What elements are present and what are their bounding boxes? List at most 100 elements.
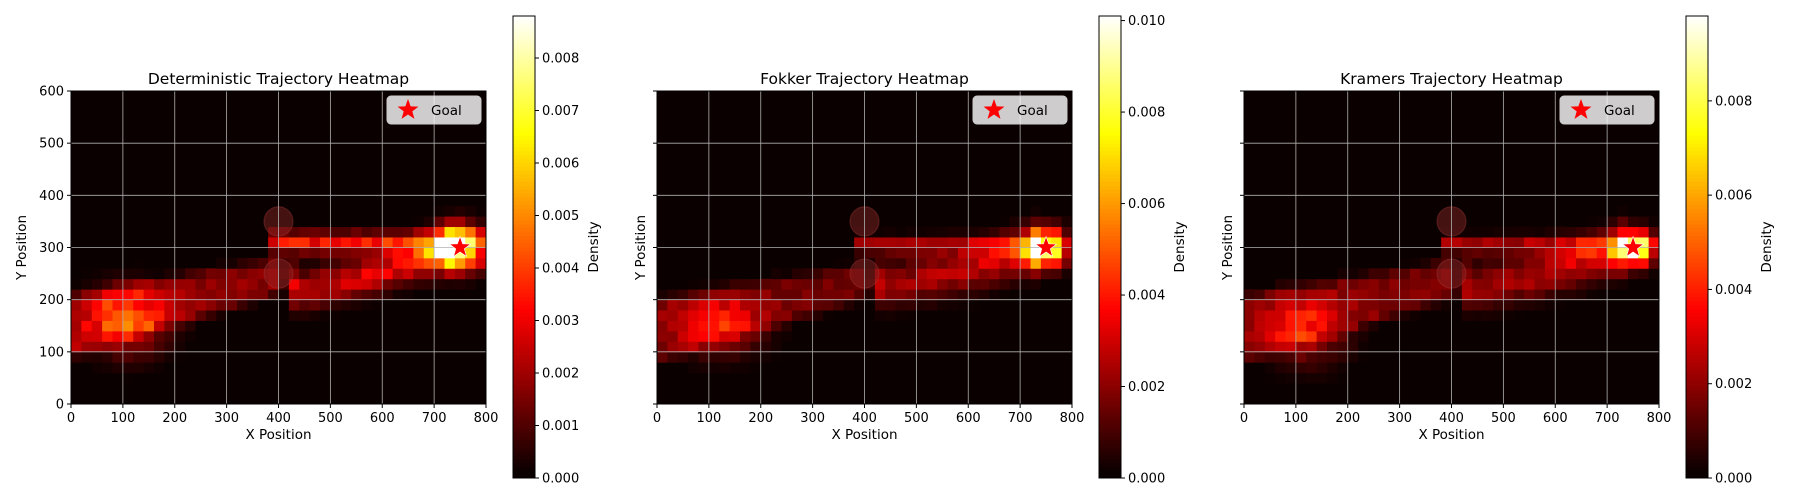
heatmap-cell — [237, 289, 248, 301]
colorbar-segment — [1686, 454, 1708, 460]
colorbar-segment — [1686, 273, 1708, 279]
heatmap-cell — [667, 320, 679, 332]
heatmap-cell — [268, 278, 279, 290]
heatmap-cell — [1030, 268, 1042, 280]
heatmap-cell — [216, 268, 228, 280]
colorbar-segment — [513, 304, 535, 310]
colorbar-segment — [1099, 62, 1121, 67]
heatmap-cell — [1461, 320, 1473, 332]
heatmap-cell — [864, 289, 876, 301]
colorbar-tick-label: 0.008 — [1128, 106, 1165, 121]
heatmap-cell — [1275, 320, 1286, 332]
heatmap-cell — [330, 299, 342, 311]
colorbar-segment — [1686, 108, 1708, 113]
heatmap-cell — [340, 299, 352, 311]
heatmap-cell — [708, 362, 720, 374]
heatmap-cell — [195, 278, 207, 290]
heatmap-cell — [382, 268, 394, 280]
heatmap-cell — [122, 372, 134, 384]
heatmap-cell — [1472, 289, 1484, 301]
y-tick-label: 400 — [39, 189, 64, 204]
heatmap-cell — [750, 299, 762, 311]
heatmap-cell — [434, 216, 445, 228]
heatmap-cell — [1503, 257, 1515, 269]
colorbar-segment — [1099, 39, 1121, 44]
heatmap-cell — [771, 310, 782, 321]
heatmap-cell — [299, 226, 311, 238]
heatmap-cell — [320, 216, 331, 228]
heatmap-cell — [1627, 278, 1639, 290]
colorbar-segment — [513, 331, 535, 337]
heatmap-cell — [916, 289, 928, 301]
heatmap-cell — [1482, 226, 1494, 238]
heatmap-cell — [657, 278, 668, 290]
heatmap-cell — [1020, 216, 1031, 228]
colorbar-segment — [513, 431, 535, 437]
heatmap-cell — [1337, 383, 1349, 394]
heatmap-cell — [1358, 341, 1369, 353]
heatmap-cell — [1285, 299, 1297, 311]
heatmap-cell — [978, 226, 990, 238]
colorbar-segment — [1686, 27, 1708, 32]
colorbar-tick-label: 0.008 — [1715, 94, 1752, 109]
heatmap-cell — [1389, 310, 1401, 321]
heatmap-cell — [1295, 310, 1307, 321]
heatmap-cell — [999, 216, 1011, 228]
heatmap-cell — [1040, 216, 1052, 228]
colorbar-segment — [513, 196, 535, 202]
colorbar-segment — [1686, 58, 1708, 63]
colorbar-segment — [513, 81, 535, 86]
heatmap-cell — [708, 268, 720, 280]
colorbar-segment — [1686, 424, 1708, 429]
heatmap-cell — [423, 226, 435, 238]
heatmap-cell — [133, 278, 145, 290]
heatmap-cell — [1358, 362, 1369, 374]
heatmap-cell — [1586, 268, 1598, 280]
heatmap-cell — [216, 257, 228, 269]
heatmap-cell — [1399, 289, 1411, 301]
heatmap-cell — [361, 237, 373, 248]
heatmap-cell — [454, 216, 466, 228]
heatmap-cell — [247, 299, 259, 311]
colorbar-segment — [1099, 281, 1121, 286]
heatmap-cell — [1337, 330, 1349, 342]
heatmap-cell — [1410, 257, 1421, 269]
heatmap-cell — [1316, 383, 1328, 394]
heatmap-cell — [1347, 330, 1359, 342]
heatmap-cell — [237, 299, 248, 311]
heatmap-cell — [833, 268, 845, 280]
heatmap-cell — [968, 237, 980, 248]
heatmap-cell — [1607, 226, 1618, 238]
heatmap-cell — [330, 257, 342, 269]
heatmap-cell — [1441, 257, 1452, 269]
heatmap-cell — [382, 216, 394, 228]
heatmap-cell — [1461, 310, 1473, 321]
heatmap-cell — [750, 278, 762, 290]
heatmap-cell — [154, 278, 165, 290]
heatmap-cell — [698, 299, 710, 311]
colorbar-segment — [1099, 362, 1121, 367]
colorbar-segment — [1686, 16, 1708, 21]
heatmap-cell — [1503, 268, 1515, 280]
heatmap-cell — [1607, 278, 1618, 290]
heatmap-cell — [413, 237, 425, 248]
heatmap-cell — [1534, 299, 1546, 311]
colorbar-segment — [513, 23, 535, 29]
heatmap-cell — [247, 289, 259, 301]
y-tick-label: 500 — [39, 137, 64, 152]
heatmap-cell — [1285, 372, 1297, 384]
heatmap-cell — [1399, 257, 1411, 269]
heatmap-cell — [1051, 278, 1063, 290]
heatmap-cell — [1347, 362, 1359, 374]
colorbar-segment — [1099, 270, 1121, 275]
colorbar-segment — [1099, 231, 1121, 236]
colorbar-segment — [1099, 377, 1121, 383]
heatmap-cell — [823, 299, 834, 311]
heatmap-cell — [1285, 320, 1297, 332]
heatmap-cell — [1430, 257, 1442, 269]
heatmap-cell — [1254, 372, 1266, 384]
heatmap-cell — [729, 372, 741, 384]
colorbar-segment — [1099, 277, 1121, 283]
heatmap-cell — [1327, 268, 1338, 280]
